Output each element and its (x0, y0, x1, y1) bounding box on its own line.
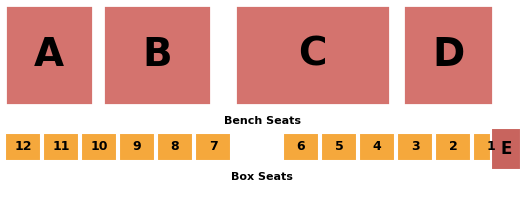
Text: 7: 7 (208, 141, 217, 153)
Bar (211, 68, 235, 105)
Bar (397, 133, 433, 161)
Bar (321, 133, 357, 161)
Text: D: D (432, 36, 464, 74)
Bar (103, 5, 211, 105)
Text: 2: 2 (449, 141, 457, 153)
Bar (235, 5, 390, 105)
Bar (491, 128, 521, 170)
Text: 4: 4 (373, 141, 381, 153)
Bar (473, 133, 509, 161)
Text: 11: 11 (52, 141, 70, 153)
Text: 12: 12 (14, 141, 32, 153)
Bar (157, 133, 193, 161)
Text: 5: 5 (334, 141, 343, 153)
Text: Bench Seats: Bench Seats (224, 116, 300, 126)
Text: B: B (142, 36, 172, 74)
Bar (5, 5, 93, 105)
Bar (195, 133, 231, 161)
Text: 9: 9 (133, 141, 141, 153)
Bar (435, 133, 471, 161)
Text: C: C (298, 36, 327, 74)
Bar (81, 133, 117, 161)
Text: A: A (34, 36, 64, 74)
Text: 1: 1 (487, 141, 496, 153)
Text: Box Seats: Box Seats (231, 172, 293, 182)
Bar (5, 133, 41, 161)
Text: 10: 10 (90, 141, 108, 153)
Text: E: E (500, 140, 512, 158)
Text: 8: 8 (171, 141, 180, 153)
Bar (403, 5, 493, 105)
Bar (119, 133, 155, 161)
Text: 3: 3 (411, 141, 419, 153)
Bar (359, 133, 395, 161)
Bar (43, 133, 79, 161)
Text: 6: 6 (297, 141, 306, 153)
Bar (283, 133, 319, 161)
